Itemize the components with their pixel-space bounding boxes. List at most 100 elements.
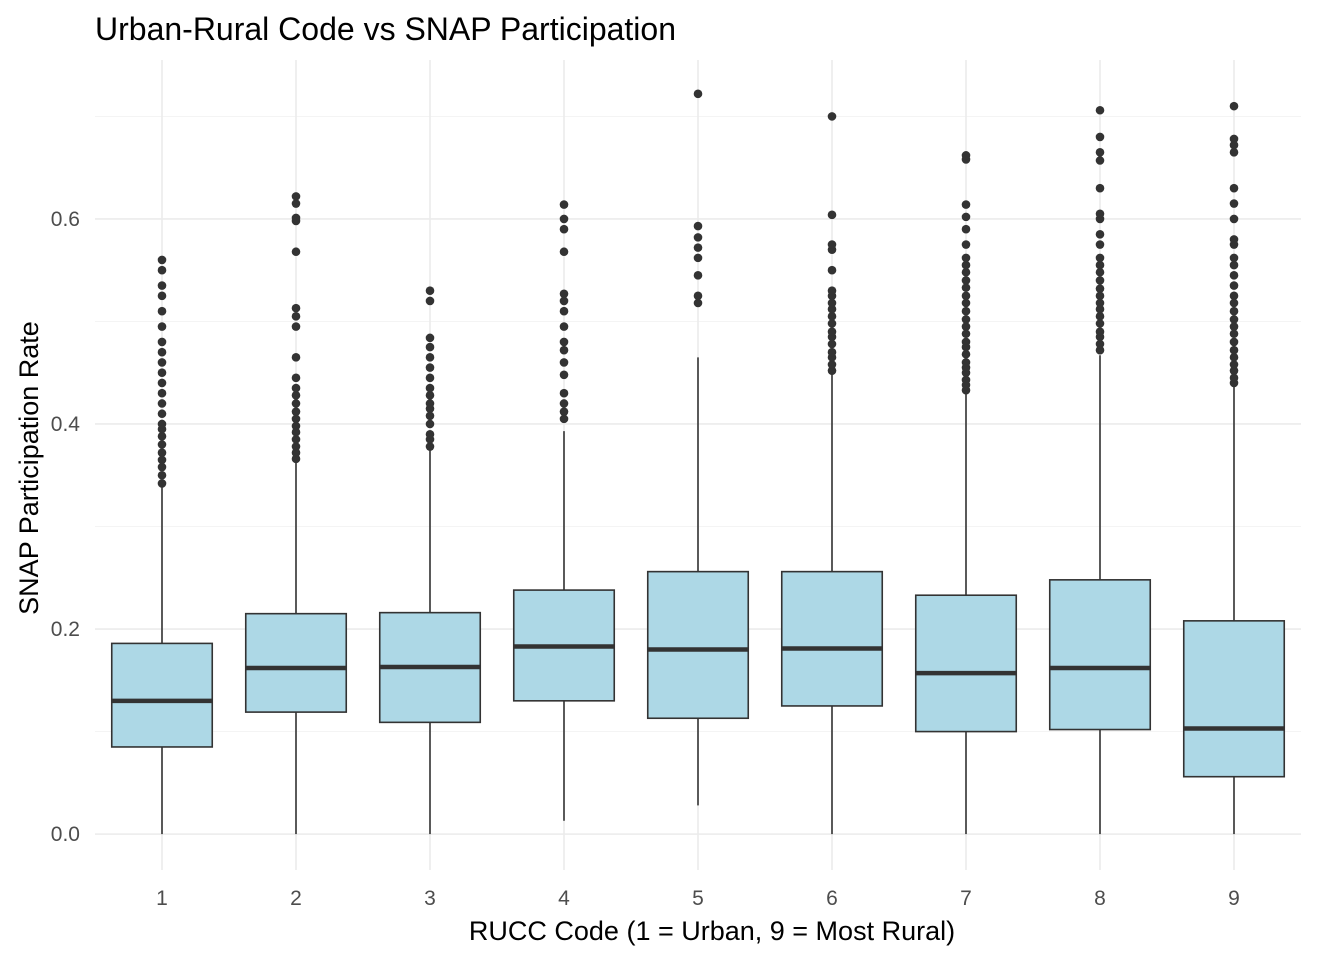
outlier-point [693, 233, 703, 242]
outlier-point [1229, 140, 1239, 150]
outlier-point [827, 240, 837, 249]
outlier-point [291, 390, 301, 400]
x-axis-label: RUCC Code (1 = Urban, 9 = Most Rural) [469, 916, 955, 946]
outlier-point [157, 378, 167, 388]
outlier-point [559, 399, 569, 408]
outlier-point [291, 312, 301, 321]
iqr-box [110, 642, 214, 748]
outlier-point [157, 409, 167, 419]
outlier-point [291, 192, 301, 201]
outlier-point [1229, 183, 1239, 193]
outlier-point [157, 347, 167, 357]
outlier-point [559, 214, 569, 224]
outlier-point [157, 291, 167, 301]
x-tick-label: 9 [1228, 887, 1240, 910]
outlier-point [827, 286, 837, 295]
outlier-point [1229, 298, 1239, 308]
outlier-point [693, 243, 703, 252]
boxplot-9 [1182, 101, 1286, 835]
outlier-point [961, 283, 971, 292]
outlier-point [827, 366, 837, 375]
outlier-point [291, 353, 301, 362]
boxplot-8 [1048, 105, 1152, 835]
x-tick-label: 1 [156, 887, 168, 910]
outlier-point [157, 337, 167, 347]
outlier-point [961, 337, 971, 347]
outlier-point [1095, 156, 1105, 165]
outlier-point [1095, 276, 1105, 285]
outlier-point [961, 212, 971, 222]
outlier-point [1229, 345, 1239, 355]
outlier-point [827, 339, 837, 349]
y-axis-label: SNAP Participation Rate [14, 321, 44, 615]
outlier-point [961, 151, 971, 160]
outlier-point [425, 390, 435, 400]
outlier-point [1229, 147, 1239, 157]
outlier-point [961, 253, 971, 263]
outlier-point [291, 213, 301, 223]
outlier-point [1229, 306, 1239, 316]
outlier-point [827, 360, 837, 369]
outlier-point [1229, 329, 1239, 339]
outlier-point [1229, 291, 1239, 301]
outlier-point [425, 419, 435, 429]
outlier-point [291, 303, 301, 313]
outlier-point [157, 399, 167, 408]
boxplot-5 [646, 89, 750, 806]
x-tick-label: 4 [558, 887, 570, 910]
outlier-point [961, 224, 971, 234]
outlier-point [559, 345, 569, 355]
outlier-point [425, 296, 435, 306]
outlier-point [961, 298, 971, 308]
outlier-point [1095, 284, 1105, 293]
chart-title: Urban-Rural Code vs SNAP Participation [95, 11, 676, 47]
boxplot-2 [244, 192, 348, 835]
outlier-point [425, 442, 435, 451]
outlier-point [1095, 291, 1105, 301]
outlier-point [291, 448, 301, 457]
outlier-point [1229, 253, 1239, 263]
outlier-point [1229, 134, 1239, 144]
x-tick-label: 2 [290, 887, 302, 910]
outlier-point [693, 253, 703, 263]
outlier-point [827, 312, 837, 321]
iqr-box [914, 594, 1018, 733]
outlier-point [961, 349, 971, 359]
outlier-point [157, 455, 167, 465]
outlier-point [425, 373, 435, 383]
x-tick-label: 5 [692, 887, 704, 910]
outlier-point [1095, 267, 1105, 277]
outlier-point [1095, 319, 1105, 328]
outlier-point [157, 358, 167, 367]
outlier-point [1229, 315, 1239, 324]
outlier-point [693, 291, 703, 301]
outlier-point [559, 224, 569, 234]
boxplots [110, 89, 1286, 835]
x-tick-label: 8 [1094, 887, 1106, 910]
outlier-point [559, 289, 569, 299]
outlier-point [291, 322, 301, 331]
outlier-point [827, 298, 837, 308]
outlier-point [157, 368, 167, 378]
outlier-point [693, 298, 703, 308]
outlier-point [1095, 147, 1105, 157]
x-tick-label: 6 [826, 887, 838, 910]
boxplot-6 [780, 112, 884, 835]
y-tick-label: 0.2 [51, 618, 80, 641]
outlier-point [559, 322, 569, 331]
outlier-point [693, 271, 703, 280]
y-tick-label: 0.4 [51, 413, 81, 436]
boxplot-4 [512, 200, 616, 821]
outlier-point [291, 421, 301, 431]
outlier-point [157, 462, 167, 472]
outlier-point [157, 419, 167, 429]
outlier-point [961, 260, 971, 270]
outlier-point [157, 479, 167, 488]
outlier-point [1095, 312, 1105, 321]
outlier-point [827, 112, 837, 121]
outlier-point [291, 399, 301, 408]
outlier-point [425, 333, 435, 343]
boxplot-3 [378, 286, 482, 835]
outlier-point [559, 337, 569, 347]
